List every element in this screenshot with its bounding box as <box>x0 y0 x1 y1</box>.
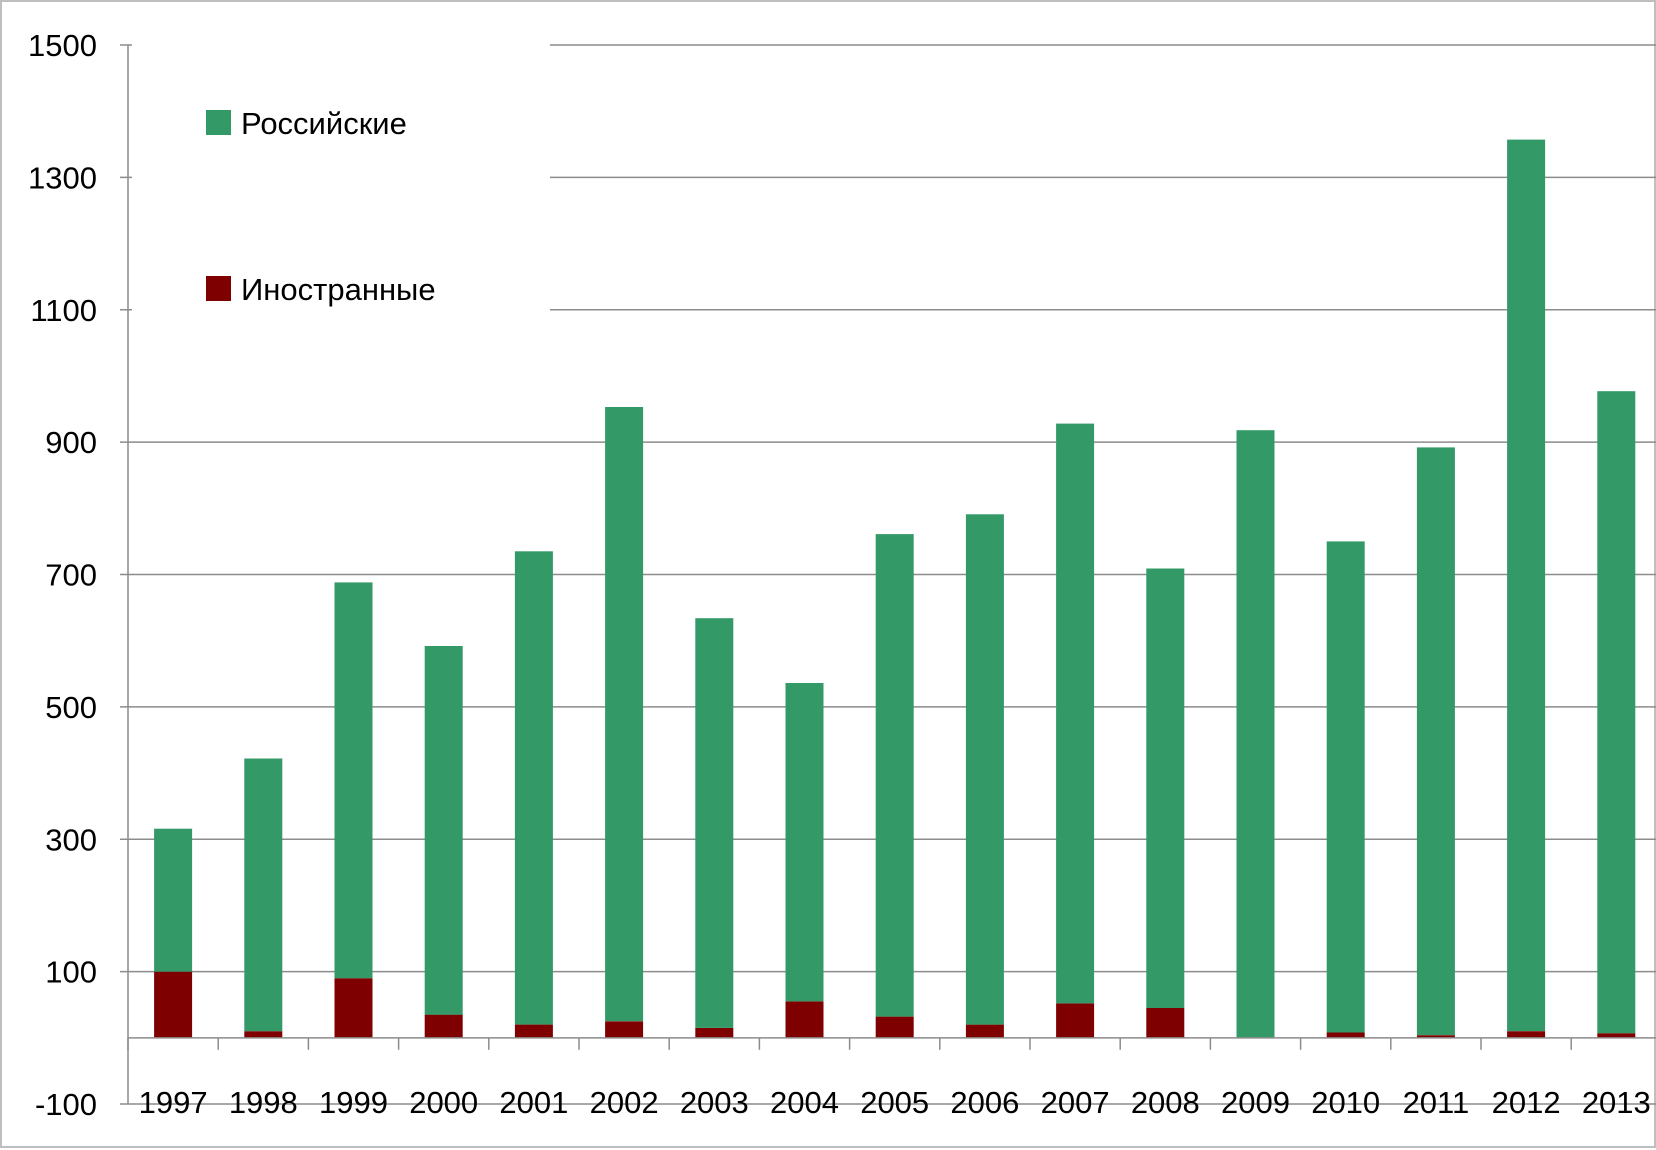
bar-russian <box>1597 391 1636 1034</box>
bar-foreign <box>334 978 373 1038</box>
bar-foreign <box>1416 1035 1455 1038</box>
y-tick-label: 1300 <box>28 160 97 195</box>
x-tick-label: 2009 <box>1221 1085 1290 1120</box>
bar-russian <box>1146 568 1185 1008</box>
x-tick-label: 2008 <box>1131 1085 1200 1120</box>
bar-foreign <box>1146 1008 1185 1038</box>
bar-russian <box>605 407 644 1022</box>
bars <box>154 139 1636 1038</box>
x-tick-labels: 1997 1998 1999 2000 2001 2002 2003 2004 2005 2006… <box>139 1085 1651 1120</box>
bar-foreign <box>695 1027 734 1038</box>
y-tick-label: 1100 <box>30 293 97 328</box>
y-tick-label: 100 <box>45 955 97 990</box>
bar-foreign <box>605 1021 644 1038</box>
x-tick-label: 2000 <box>409 1085 478 1120</box>
legend: Российские Иностранные <box>132 30 550 312</box>
bar-russian <box>334 582 373 979</box>
bar-russian <box>965 514 1004 1025</box>
bar-foreign <box>514 1024 553 1038</box>
x-tick-label: 1999 <box>319 1085 388 1120</box>
bar-foreign <box>1507 1031 1546 1038</box>
bar-russian <box>1507 139 1546 1032</box>
bar-russian <box>1236 430 1275 1038</box>
x-tick-label: 2001 <box>499 1085 568 1120</box>
x-tick-label: 2002 <box>590 1085 659 1120</box>
x-tick-label: 1998 <box>229 1085 298 1120</box>
x-tick-label: 2003 <box>680 1085 749 1120</box>
legend-label: Иностранные <box>241 272 436 307</box>
bar-russian <box>875 534 914 1017</box>
y-tick-label: 500 <box>45 690 97 725</box>
bar-foreign <box>965 1024 1004 1038</box>
y-tick-label: 300 <box>45 822 97 857</box>
bar-russian <box>1056 423 1095 1004</box>
bar-foreign <box>875 1016 914 1038</box>
y-tick-label: 700 <box>45 558 97 593</box>
bar-foreign <box>1326 1032 1365 1038</box>
x-tick-label: 2006 <box>950 1085 1019 1120</box>
bar-foreign <box>424 1014 463 1038</box>
x-tick-label: 2012 <box>1492 1085 1561 1120</box>
legend-background <box>132 30 550 312</box>
x-tick-label: 2007 <box>1041 1085 1110 1120</box>
y-tick-label: -100 <box>35 1087 97 1122</box>
bar-russian <box>695 618 734 1028</box>
bar-russian <box>514 551 553 1025</box>
y-tick-label: 1500 <box>28 28 97 63</box>
x-tick-label: 2011 <box>1403 1085 1470 1120</box>
legend-label: Российские <box>241 106 407 141</box>
bar-russian <box>1326 541 1365 1033</box>
bar-foreign <box>785 1001 824 1038</box>
bar-russian <box>785 683 824 1002</box>
y-tick-labels: -100 100 300 500 700 900 1100 1300 1500 <box>28 28 97 1122</box>
legend-swatch <box>206 276 231 301</box>
x-tick-label: 1997 <box>139 1085 208 1120</box>
bar-foreign <box>244 1031 283 1038</box>
bar-russian <box>154 828 193 972</box>
axes <box>127 45 1656 1104</box>
bar-russian <box>1416 447 1455 1036</box>
bar-foreign <box>1056 1003 1095 1038</box>
x-tick-label: 2005 <box>860 1085 929 1120</box>
bar-foreign <box>1597 1033 1636 1038</box>
bar-foreign <box>154 971 193 1038</box>
x-tick-label: 2013 <box>1582 1085 1651 1120</box>
y-tick-label: 900 <box>45 425 97 460</box>
bar-russian <box>424 646 463 1015</box>
bar-russian <box>244 758 283 1032</box>
legend-swatch <box>206 110 231 135</box>
x-tick-label: 2010 <box>1311 1085 1380 1120</box>
x-tick-label: 2004 <box>770 1085 839 1120</box>
